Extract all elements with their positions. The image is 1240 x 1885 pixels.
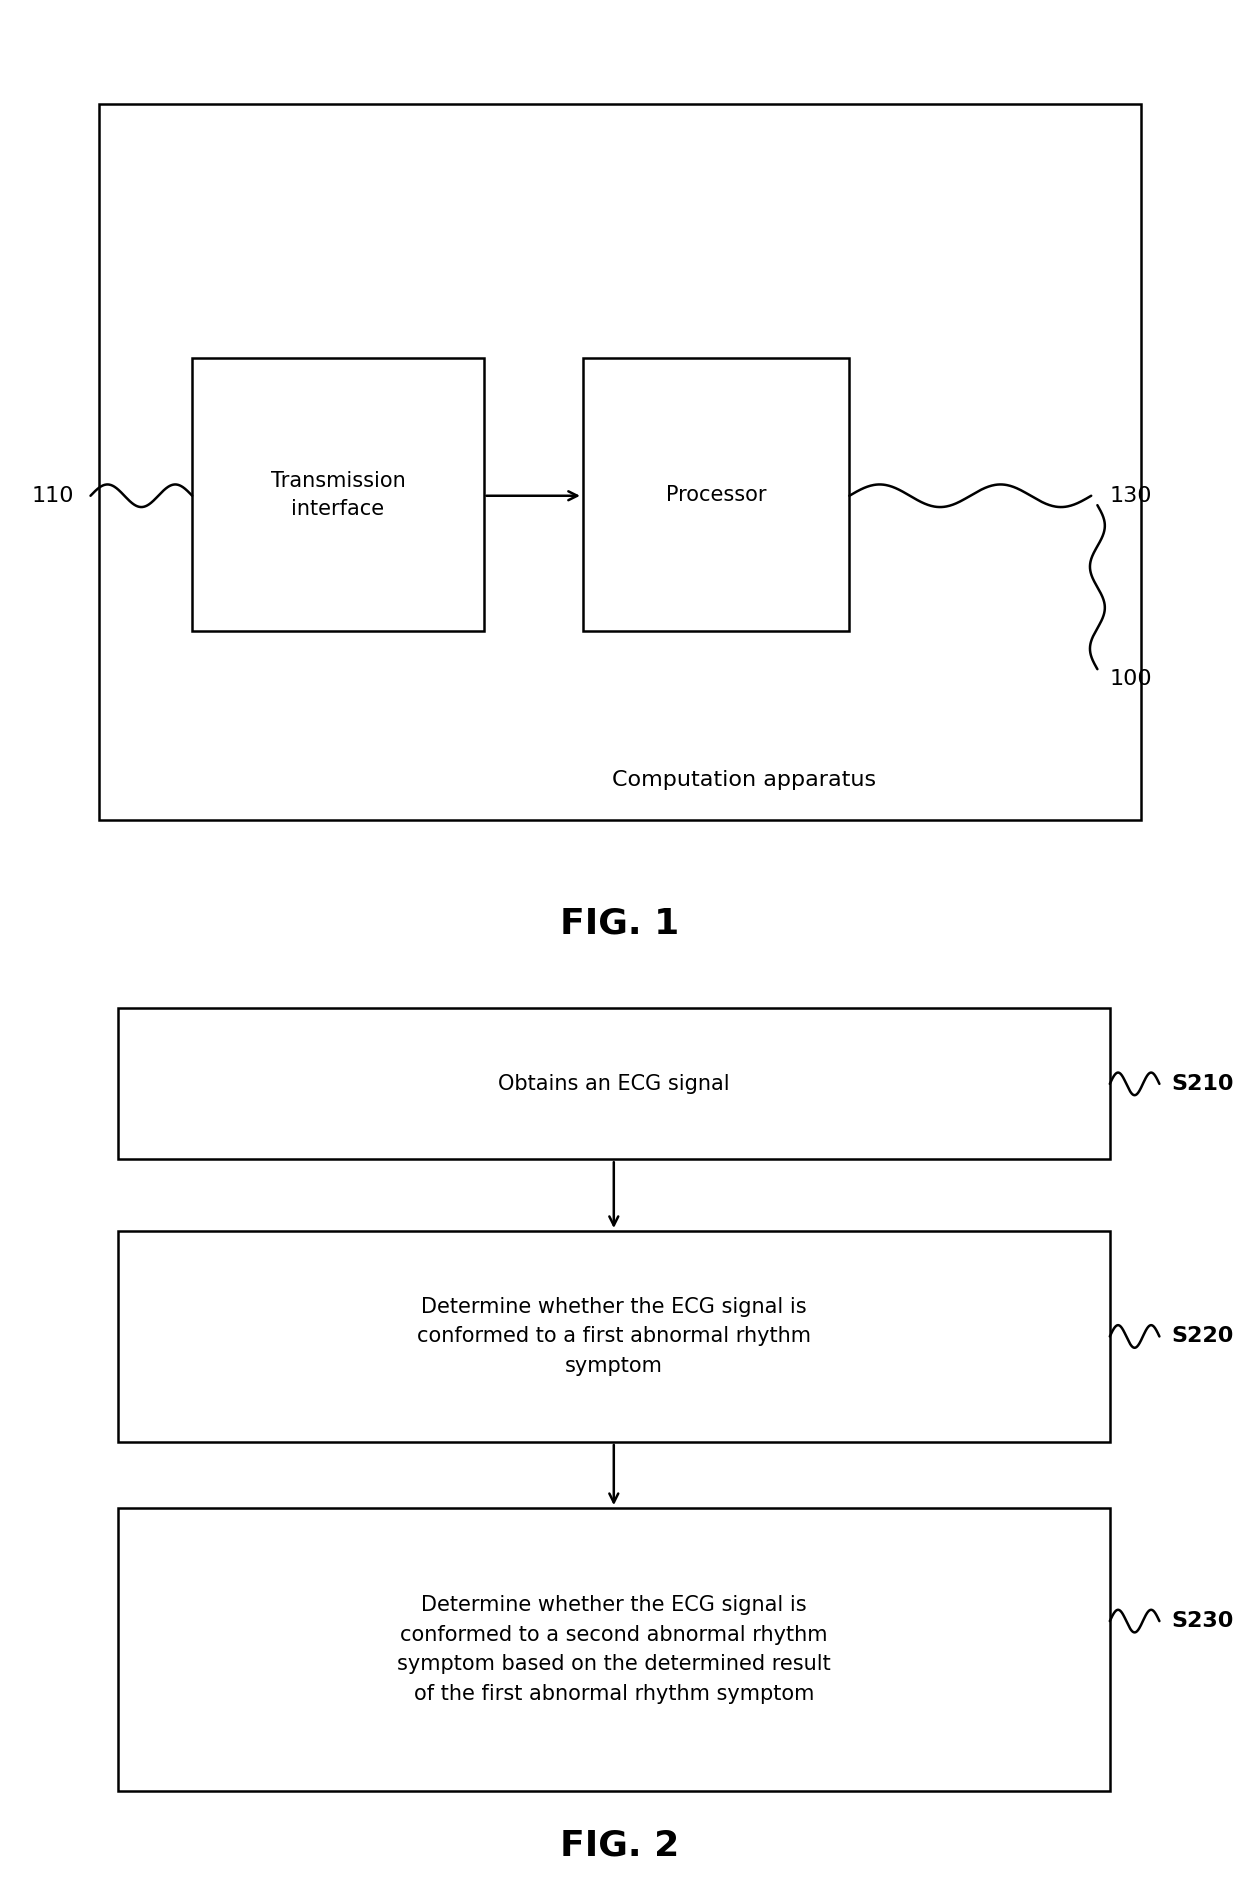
Text: S210: S210 [1172,1074,1234,1093]
Text: 110: 110 [32,486,74,505]
Text: 100: 100 [1110,669,1152,688]
Text: Transmission
interface: Transmission interface [270,471,405,518]
Text: Processor: Processor [666,484,766,505]
Bar [583,358,849,631]
Text: Determine whether the ECG signal is
conformed to a second abnormal rhythm
sympto: Determine whether the ECG signal is conf… [397,1595,831,1704]
Bar [192,358,484,631]
Text: 130: 130 [1110,486,1152,505]
Text: S230: S230 [1172,1612,1234,1631]
Text: S220: S220 [1172,1327,1234,1346]
Bar [118,1231,1110,1442]
Bar [99,104,1141,820]
Bar [118,1008,1110,1159]
Text: Determine whether the ECG signal is
conformed to a first abnormal rhythm
symptom: Determine whether the ECG signal is conf… [417,1297,811,1376]
Text: Computation apparatus: Computation apparatus [611,769,877,790]
Text: FIG. 1: FIG. 1 [560,907,680,941]
Text: FIG. 2: FIG. 2 [560,1828,680,1862]
Bar [118,1508,1110,1791]
Text: Obtains an ECG signal: Obtains an ECG signal [498,1074,729,1093]
